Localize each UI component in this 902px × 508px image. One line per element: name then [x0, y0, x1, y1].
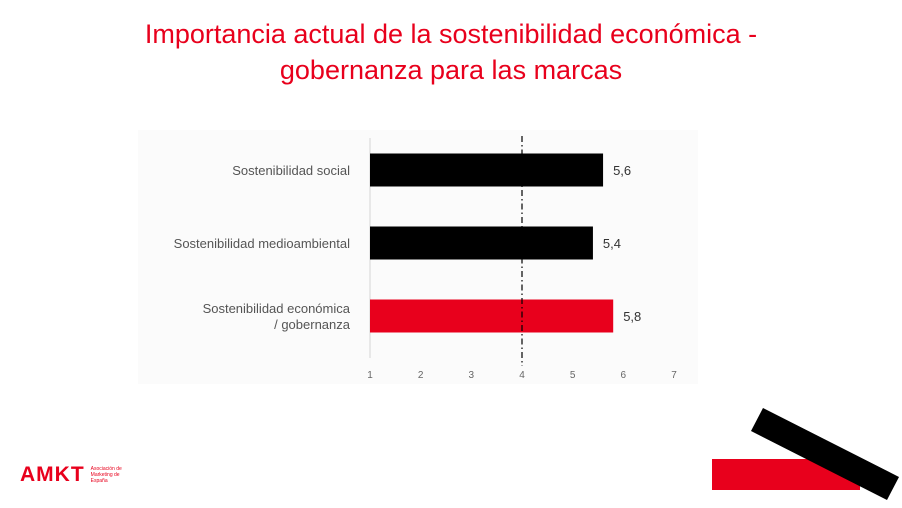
x-tick-label-7: 7 — [671, 370, 677, 381]
amkt-logo: AMKT Asociación de Marketing de España — [20, 462, 133, 488]
title-line-2: gobernanza para las marcas — [279, 55, 623, 85]
x-tick-label-3: 3 — [469, 370, 475, 381]
bar-2 — [370, 226, 593, 260]
value-label-1: 5,6 — [613, 163, 631, 178]
x-tick-label-1: 1 — [367, 370, 373, 381]
x-tick-label-6: 6 — [621, 370, 627, 381]
logo-subtitle: Asociación de Marketing de España — [90, 466, 122, 484]
title-line-1: Importancia actual de la sostenibilidad … — [144, 19, 758, 49]
bar-chart: 5,6 Sostenibilidad social 5,4 Sostenibilida… — [174, 136, 677, 381]
decorative-stripes — [712, 408, 899, 500]
category-label-1: Sostenibilidad social — [232, 163, 350, 178]
page-title: Importancia actual de la sostenibilidad … — [60, 16, 842, 88]
chart-panel: 5,6 Sostenibilidad social 5,4 Sostenibilida… — [138, 130, 698, 384]
x-tick-label-4: 4 — [519, 370, 525, 381]
category-label-3-line-1: Sostenibilidad económica — [203, 301, 351, 316]
value-label-3: 5,8 — [623, 309, 641, 324]
deco-black-stripe — [751, 408, 899, 500]
category-label-2: Sostenibilidad medioambiental — [174, 236, 350, 251]
bar-3 — [370, 299, 614, 333]
x-tick-label-5: 5 — [570, 370, 576, 381]
category-label-3-line-2: / gobernanza — [274, 317, 351, 332]
bar-1 — [370, 153, 604, 187]
x-tick-label-2: 2 — [418, 370, 424, 381]
value-label-2: 5,4 — [603, 236, 621, 251]
logo-mark: AMKT — [20, 463, 85, 486]
